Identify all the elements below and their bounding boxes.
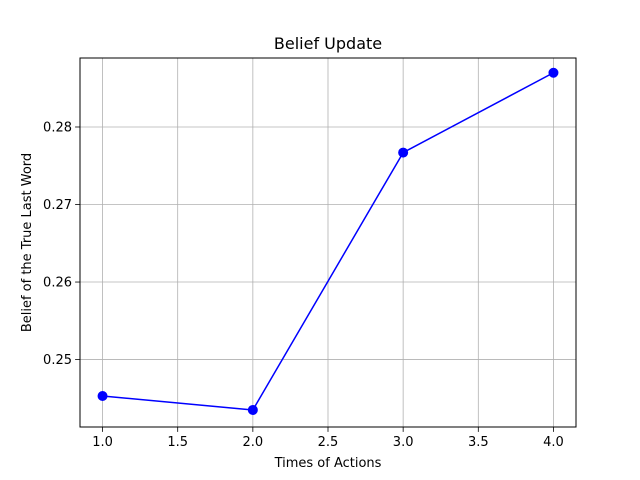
data-point [247, 404, 258, 415]
ticks: 1.0 1.5 2.0 2.5 3.0 3.5 4.0 0.25 0.26 0.27 0.28 [43, 120, 564, 450]
y-tick-label: 0.25 [43, 353, 72, 368]
x-tick-label: 3.0 [393, 435, 414, 450]
data-point [398, 147, 409, 158]
series-line [102, 72, 554, 411]
x-tick-label: 3.5 [468, 435, 489, 450]
x-tick-label: 1.0 [92, 435, 113, 450]
y-tick-label: 0.28 [43, 120, 72, 135]
y-axis-label: Belief of the True Last Word [20, 153, 35, 332]
chart-title: Belief Update [274, 34, 382, 53]
x-axis-label: Times of Actions [274, 456, 382, 471]
x-tick-label: 4.0 [543, 435, 564, 450]
x-tick-label: 1.5 [167, 435, 188, 450]
x-tick-label: 2.5 [318, 435, 339, 450]
data-point [548, 67, 559, 78]
x-tick-label: 2.0 [243, 435, 264, 450]
y-tick-label: 0.27 [43, 198, 72, 213]
y-tick-label: 0.26 [43, 276, 72, 291]
data-point [97, 390, 108, 401]
series-layer [97, 67, 559, 415]
